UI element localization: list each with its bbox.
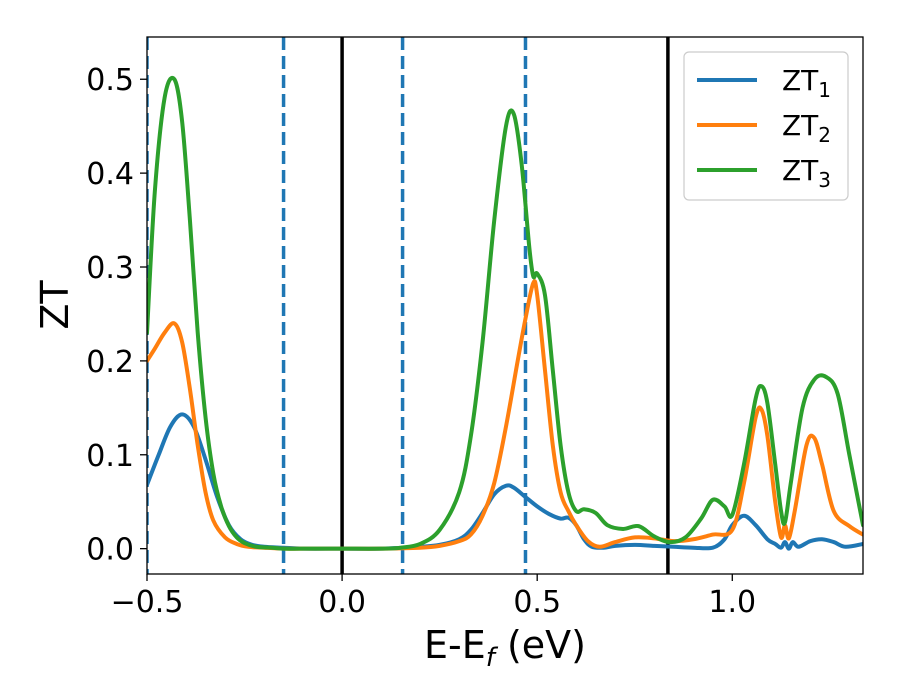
legend: ZT1 ZT2 ZT3: [683, 51, 849, 201]
y-tick-label: 0.0: [86, 533, 134, 568]
y-tick-label: 0.3: [86, 251, 134, 286]
x-axis-label: E-Ef (eV): [424, 623, 586, 673]
y-axis: 0.0 0.1 0.2 0.3 0.4 0.5: [86, 63, 147, 568]
x-tick-label: 0.0: [318, 585, 366, 620]
legend-box: [683, 51, 849, 201]
legend-label-zt2: ZT2: [782, 109, 831, 147]
plot-frame: [146, 36, 864, 575]
y-tick-label: 0.4: [86, 157, 134, 192]
y-tick-label: 0.5: [86, 63, 134, 98]
reference-lines: [147, 37, 670, 574]
x-axis-label-unit: (eV): [495, 623, 586, 667]
series-line-zt3: [147, 75, 863, 551]
y-tick-label: 0.1: [86, 439, 134, 474]
legend-entries: ZT1 ZT2 ZT3: [697, 64, 831, 192]
legend-label-zt3: ZT3: [782, 154, 831, 192]
legend-label-zt1: ZT1: [782, 64, 831, 102]
y-tick-label: 0.2: [86, 345, 134, 380]
series-line-zt2: [147, 279, 863, 551]
y-axis-label: ZT: [33, 280, 77, 330]
x-tick-label: −0.5: [111, 585, 184, 620]
x-tick-label: 1.0: [708, 585, 756, 620]
x-tick-label: 0.5: [513, 585, 561, 620]
x-axis: −0.5 0.0 0.5 1.0: [111, 574, 756, 620]
series-layer: [147, 75, 863, 551]
